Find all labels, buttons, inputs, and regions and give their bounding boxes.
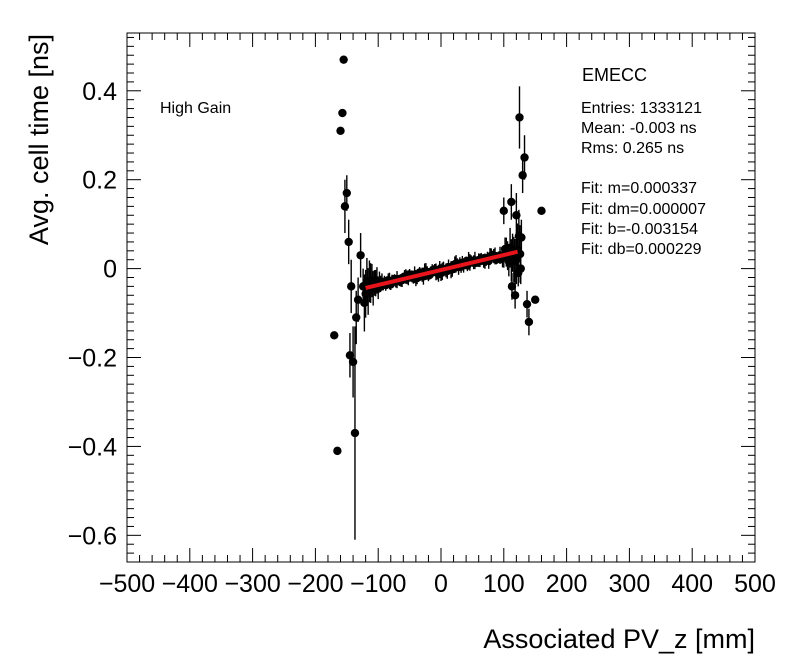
data-point	[340, 202, 350, 211]
y-tick-label: −0.6	[68, 522, 117, 550]
data-point	[338, 108, 347, 118]
data-point	[524, 317, 534, 327]
data-point	[510, 291, 520, 300]
x-tick-label: −400	[162, 570, 218, 598]
x-tick-label: 100	[483, 570, 525, 598]
stats-legend: EMECC Entries: 1333121 Mean: -0.003 ns R…	[581, 65, 706, 258]
legend-fit-db: Fit: db=0.000229	[581, 241, 702, 258]
x-tick-label: 0	[434, 570, 448, 598]
axis-ticks	[126, 33, 756, 563]
y-tick-label: 0	[103, 256, 117, 284]
legend-title: EMECC	[582, 65, 647, 85]
data-point	[352, 313, 361, 322]
y-axis-title: Avg. cell time [ns]	[24, 34, 54, 245]
data-point	[512, 211, 521, 220]
data-points	[330, 55, 546, 540]
y-tick-labels: −0.6 −0.4 −0.2 0 0.2 0.4	[68, 78, 117, 551]
x-tick-label: 400	[671, 570, 713, 598]
data-point	[356, 251, 365, 260]
data-point	[507, 197, 516, 207]
data-point	[353, 295, 363, 304]
y-tick-label: −0.2	[68, 345, 117, 373]
data-point	[515, 113, 524, 122]
data-point	[344, 237, 353, 247]
x-tick-labels: −500 −400 −300 −200 −100 0 100 200 300 400 500	[99, 570, 776, 598]
x-tick-label: −300	[224, 570, 280, 598]
y-tick-label: 0.4	[82, 78, 117, 106]
data-point	[517, 233, 526, 242]
data-point	[531, 295, 540, 304]
gain-label: High Gain	[160, 100, 231, 117]
data-point	[507, 282, 517, 291]
data-point	[342, 188, 351, 198]
data-point	[518, 171, 527, 180]
data-point	[516, 264, 525, 273]
data-point	[350, 428, 360, 438]
x-tick-label: −200	[287, 570, 343, 598]
x-tick-label: 200	[546, 570, 588, 598]
x-tick-label: −100	[350, 570, 406, 598]
data-point	[345, 351, 355, 360]
legend-entries: Entries: 1333121	[581, 100, 702, 117]
data-point	[346, 282, 356, 291]
legend-rms: Rms: 0.265 ns	[581, 140, 684, 157]
data-point	[499, 206, 508, 216]
data-point	[522, 299, 532, 309]
y-tick-label: 0.2	[82, 167, 117, 195]
x-tick-label: −500	[99, 570, 155, 598]
y-tick-label: −0.4	[68, 433, 117, 461]
x-tick-label: 300	[609, 570, 651, 598]
data-point	[348, 357, 358, 367]
data-point	[339, 55, 348, 64]
x-axis-title: Associated PV_z [mm]	[483, 624, 755, 654]
legend-mean: Mean: -0.003 ns	[581, 120, 697, 137]
x-tick-label: 500	[734, 570, 776, 598]
data-point	[358, 282, 368, 291]
legend-fit-m: Fit: m=0.000337	[581, 180, 697, 197]
data-point	[330, 331, 339, 340]
fit-line	[365, 249, 519, 290]
data-point	[333, 446, 342, 456]
data-point	[537, 206, 546, 216]
data-point	[336, 126, 345, 135]
data-point	[520, 153, 529, 162]
legend-fit-dm: Fit: dm=0.000007	[581, 201, 706, 218]
legend-fit-b: Fit: b=-0.003154	[581, 221, 698, 238]
